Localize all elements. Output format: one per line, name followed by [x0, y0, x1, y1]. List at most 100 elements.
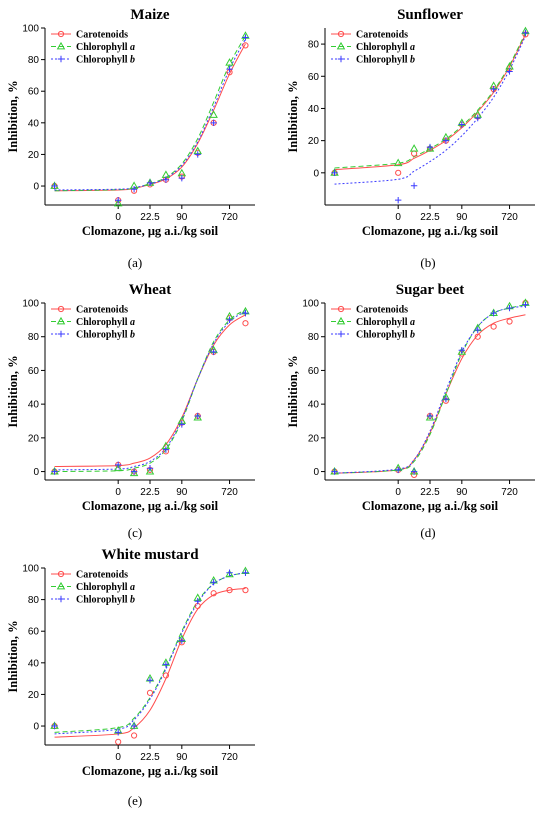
x-axis-label: Clomazone, μg a.i./kg soil — [362, 499, 499, 513]
x-tick-label: 0 — [395, 487, 401, 498]
x-tick-label: 22.5 — [140, 487, 160, 498]
x-tick-label: 720 — [221, 487, 238, 498]
fit-curve-carotenoids — [54, 314, 246, 468]
y-axis-label: Inhibition, % — [286, 80, 300, 152]
x-axis-label: Clomazone, μg a.i./kg soil — [82, 764, 219, 778]
caption-sugar-beet: (d) — [420, 525, 436, 540]
legend-marker-chlorophyll-b — [57, 330, 65, 338]
x-tick-label: 0 — [115, 752, 121, 763]
fit-curve-carotenoids — [334, 34, 526, 171]
legend-marker-chlorophyll-a — [336, 41, 346, 50]
legend-marker-carotenoids — [57, 305, 65, 313]
chart-title: White mustard — [101, 547, 199, 563]
legend-label-chlorophyll-a: Chlorophyll a — [356, 42, 415, 53]
y-axis-label: Inhibition, % — [6, 80, 20, 152]
x-tick-label: 90 — [456, 487, 468, 498]
caption-white-mustard: (e) — [127, 793, 143, 808]
y-tick-label: 80 — [308, 332, 320, 343]
data-point-chlorophyll-b — [506, 304, 513, 312]
data-point-chlorophyll-b — [410, 468, 418, 475]
data-point-chlorophyll-b — [194, 597, 201, 605]
y-tick-label: 60 — [28, 627, 40, 638]
y-tick-label: 20 — [308, 136, 320, 147]
legend-label-chlorophyll-a: Chlorophyll a — [76, 582, 135, 593]
x-tick-label: 90 — [456, 212, 468, 223]
y-tick-label: 100 — [22, 299, 39, 310]
x-tick-label: 0 — [115, 487, 121, 498]
legend-marker-carotenoids — [337, 305, 345, 313]
x-tick-label: 22.5 — [140, 212, 160, 223]
legend-marker-chlorophyll-a — [56, 581, 66, 590]
y-tick-label: 0 — [313, 467, 319, 478]
data-point-chlorophyll-b — [490, 85, 497, 93]
data-point-chlorophyll-b — [226, 569, 233, 576]
fit-curve-chlorophyll-a — [54, 309, 246, 473]
data-point-chlorophyll-b — [410, 182, 418, 189]
data-point-chlorophyll-b — [331, 468, 338, 475]
data-point-carotenoids — [115, 738, 122, 745]
legend-marker-chlorophyll-a — [56, 316, 66, 325]
x-tick-label: 720 — [501, 212, 518, 223]
data-point-chlorophyll-b — [210, 348, 217, 356]
data-point-chlorophyll-b — [426, 412, 434, 420]
data-point-chlorophyll-b — [331, 169, 338, 177]
data-point-chlorophyll-a — [225, 569, 234, 578]
legend-marker-chlorophyll-a — [56, 41, 66, 50]
data-point-carotenoids — [210, 590, 217, 597]
data-point-chlorophyll-b — [51, 182, 58, 190]
legend-label-chlorophyll-b: Chlorophyll b — [356, 330, 415, 341]
fit-curve-chlorophyll-a — [334, 32, 526, 169]
data-point-chlorophyll-b — [442, 137, 450, 144]
chart-title: Sunflower — [397, 7, 463, 23]
data-point-chlorophyll-a — [209, 110, 218, 118]
y-tick-label: 20 — [308, 433, 320, 444]
legend-label-carotenoids: Carotenoids — [356, 30, 408, 41]
caption-sunflower: (b) — [420, 255, 436, 270]
fit-curve-chlorophyll-b — [54, 310, 246, 471]
legend-label-carotenoids: Carotenoids — [76, 305, 128, 316]
data-point-chlorophyll-b — [522, 301, 529, 308]
data-point-chlorophyll-b — [242, 309, 249, 317]
x-axis-label: Clomazone, μg a.i./kg soil — [82, 499, 219, 513]
data-point-chlorophyll-b — [162, 176, 170, 183]
data-point-chlorophyll-a — [129, 468, 139, 477]
data-point-carotenoids — [506, 318, 513, 325]
x-tick-label: 720 — [221, 212, 238, 223]
fit-curve-chlorophyll-a — [334, 304, 526, 474]
data-point-carotenoids — [395, 169, 402, 176]
data-point-chlorophyll-a — [113, 198, 123, 207]
legend-marker-chlorophyll-b — [57, 55, 65, 63]
legend-label-chlorophyll-a: Chlorophyll a — [76, 317, 135, 328]
y-tick-label: 100 — [302, 299, 319, 310]
legend-label-carotenoids: Carotenoids — [76, 30, 128, 41]
fit-curve-carotenoids — [54, 588, 246, 738]
data-point-chlorophyll-b — [522, 29, 529, 37]
data-point-chlorophyll-b — [394, 466, 402, 474]
chart-title: Maize — [130, 7, 169, 23]
data-point-carotenoids — [242, 587, 249, 594]
x-tick-label: 0 — [395, 212, 401, 223]
data-point-chlorophyll-a — [113, 463, 123, 472]
x-tick-label: 720 — [221, 752, 238, 763]
data-point-chlorophyll-a — [225, 58, 234, 66]
fit-curve-carotenoids — [334, 314, 526, 474]
data-point-chlorophyll-b — [178, 637, 186, 644]
data-point-chlorophyll-b — [194, 151, 201, 158]
y-tick-label: 40 — [28, 118, 40, 129]
chart-title: Wheat — [129, 282, 172, 298]
x-tick-label: 0 — [115, 212, 121, 223]
legend-marker-carotenoids — [57, 30, 65, 38]
data-point-chlorophyll-b — [426, 143, 434, 151]
y-tick-label: 80 — [28, 595, 40, 606]
fit-curve-chlorophyll-b — [54, 38, 246, 191]
legend-marker-carotenoids — [337, 30, 345, 38]
chart-panel-wheat: Wheat 0 20 40 60 80 100 0 22.5 90 720 Clomazone, μg… — [0, 275, 270, 545]
data-point-chlorophyll-a — [193, 413, 202, 421]
data-point-carotenoids — [146, 689, 154, 696]
legend-label-chlorophyll-a: Chlorophyll a — [76, 42, 135, 53]
data-point-carotenoids — [242, 42, 249, 49]
y-tick-label: 0 — [313, 168, 319, 179]
x-tick-label: 22.5 — [140, 752, 160, 763]
